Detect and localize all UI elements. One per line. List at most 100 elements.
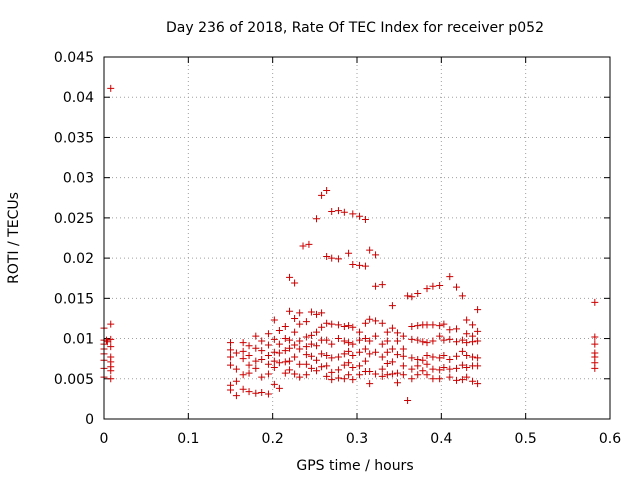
data-point bbox=[349, 351, 357, 359]
data-point bbox=[286, 366, 294, 374]
data-point bbox=[334, 335, 342, 343]
data-point bbox=[429, 337, 437, 345]
data-point bbox=[227, 386, 234, 394]
data-point bbox=[328, 354, 336, 362]
data-point bbox=[591, 340, 599, 348]
data-point bbox=[446, 355, 454, 363]
data-point bbox=[245, 342, 253, 350]
data-point bbox=[264, 370, 272, 378]
y-tick-label: 0.02 bbox=[63, 251, 94, 267]
y-tick-label: 0.015 bbox=[54, 291, 94, 307]
data-point bbox=[453, 338, 461, 346]
data-point bbox=[286, 307, 294, 315]
data-point bbox=[366, 337, 374, 345]
data-point bbox=[349, 340, 357, 348]
data-point bbox=[388, 370, 396, 378]
data-point bbox=[307, 352, 315, 360]
data-point bbox=[345, 339, 353, 347]
data-point bbox=[453, 352, 461, 360]
data-point bbox=[356, 371, 364, 379]
data-point bbox=[440, 320, 448, 328]
data-point bbox=[291, 353, 299, 361]
data-point bbox=[340, 361, 348, 369]
data-point bbox=[361, 335, 369, 343]
data-point bbox=[258, 337, 266, 345]
data-point bbox=[463, 364, 471, 372]
data-point bbox=[408, 354, 416, 362]
data-point bbox=[474, 362, 482, 370]
data-point bbox=[345, 249, 353, 257]
data-point bbox=[264, 351, 272, 359]
data-point bbox=[334, 207, 342, 215]
data-point bbox=[366, 246, 374, 254]
data-point bbox=[258, 347, 266, 355]
data-point bbox=[281, 369, 289, 377]
data-point bbox=[361, 215, 369, 223]
data-point bbox=[302, 333, 310, 341]
data-point bbox=[440, 364, 448, 372]
data-point bbox=[107, 320, 115, 328]
data-point bbox=[458, 292, 466, 300]
data-point bbox=[328, 376, 336, 384]
data-point bbox=[383, 348, 391, 356]
data-point bbox=[252, 332, 260, 340]
data-point bbox=[393, 379, 401, 387]
data-point bbox=[239, 347, 247, 355]
data-point bbox=[323, 187, 331, 195]
data-point bbox=[591, 298, 599, 306]
data-point bbox=[258, 373, 266, 381]
data-point bbox=[423, 285, 431, 293]
data-point bbox=[383, 328, 391, 336]
data-point bbox=[275, 340, 283, 348]
data-point bbox=[378, 319, 386, 327]
data-point bbox=[313, 356, 321, 364]
data-point bbox=[469, 377, 477, 385]
data-point bbox=[446, 326, 454, 334]
data-point bbox=[458, 376, 466, 384]
data-point bbox=[393, 369, 401, 377]
data-point bbox=[408, 365, 416, 373]
data-point bbox=[264, 341, 272, 349]
data-point bbox=[291, 370, 299, 378]
data-point bbox=[469, 321, 477, 329]
y-tick-label: 0.045 bbox=[54, 50, 94, 66]
x-tick-label: 0.3 bbox=[346, 431, 368, 447]
data-point bbox=[107, 335, 115, 343]
data-point bbox=[340, 208, 348, 216]
data-point bbox=[408, 375, 416, 383]
data-point bbox=[296, 337, 304, 345]
data-point bbox=[356, 348, 364, 356]
data-point bbox=[474, 327, 482, 335]
data-point bbox=[307, 331, 315, 339]
data-point bbox=[270, 335, 278, 343]
data-point bbox=[429, 353, 437, 361]
data-point bbox=[361, 262, 369, 270]
data-point bbox=[318, 309, 326, 317]
data-point bbox=[340, 350, 348, 358]
data-point bbox=[227, 361, 234, 369]
data-point bbox=[419, 356, 427, 364]
data-point bbox=[436, 322, 444, 330]
data-point bbox=[453, 376, 461, 384]
data-point bbox=[334, 374, 342, 382]
data-point bbox=[591, 333, 599, 341]
data-point bbox=[328, 340, 336, 348]
data-point bbox=[296, 373, 304, 381]
data-point bbox=[446, 373, 454, 381]
data-point bbox=[286, 357, 294, 365]
data-point bbox=[463, 351, 471, 359]
data-point bbox=[302, 318, 310, 326]
data-point bbox=[463, 373, 471, 381]
data-point bbox=[334, 255, 342, 263]
gridlines bbox=[104, 57, 610, 419]
data-point bbox=[414, 362, 422, 370]
data-point bbox=[436, 281, 444, 289]
data-point bbox=[414, 322, 422, 330]
data-point bbox=[281, 347, 289, 355]
data-point bbox=[286, 273, 294, 281]
data-point bbox=[361, 357, 369, 365]
data-point bbox=[453, 364, 461, 372]
data-point bbox=[378, 281, 386, 289]
data-point bbox=[245, 369, 253, 377]
data-point bbox=[349, 210, 357, 218]
